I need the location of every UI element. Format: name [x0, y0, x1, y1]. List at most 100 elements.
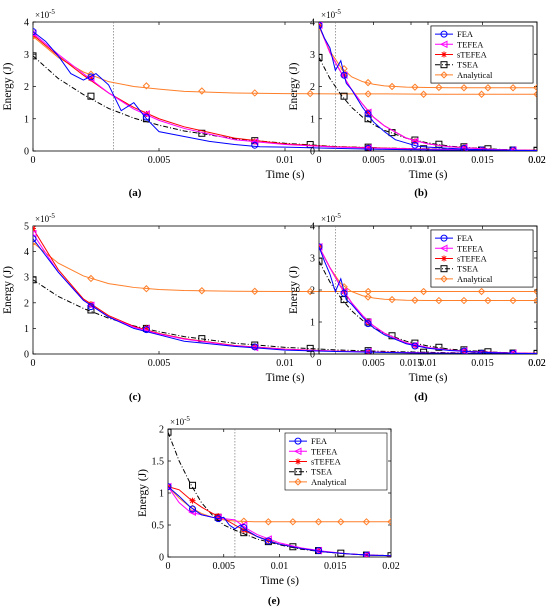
legend-entry-tsea: TSEA — [289, 467, 333, 477]
y-tick-label: 1 — [24, 324, 29, 335]
series-tefea — [168, 482, 391, 557]
data-point-fea — [509, 146, 517, 151]
data-point-fea — [364, 320, 372, 328]
x-tick-label: 0.015 — [471, 155, 494, 166]
legend-marker-analytical — [294, 478, 302, 486]
legend-label-stefea: sTEFEA — [311, 457, 342, 467]
data-point-analytical — [419, 90, 428, 98]
legend-label-analytical: Analytical — [311, 477, 347, 487]
legend-entry-tefea: TEFEA — [435, 243, 484, 253]
series-fea — [33, 28, 537, 151]
legend-label-tefea: TEFEA — [457, 243, 484, 253]
y-axis-label: Energy (J) — [2, 266, 14, 314]
data-point-analytical — [264, 518, 273, 526]
data-point-tefea — [250, 138, 259, 146]
legend-marker-analytical — [440, 71, 448, 79]
legend-label-tefea: TEFEA — [457, 39, 484, 49]
data-point-fea — [142, 113, 150, 121]
x-tick-label: 0.02 — [528, 155, 546, 166]
legend-label-tsea: TSEA — [311, 467, 333, 477]
data-point-fea — [340, 289, 348, 297]
data-point-tsea — [33, 52, 37, 60]
legend-label-tefea: TEFEA — [311, 446, 338, 456]
y-axis-label: Energy (J) — [288, 62, 300, 110]
panel-label: (d) — [414, 391, 428, 403]
legend-label-analytical: Analytical — [457, 274, 493, 284]
x-tick-label: 0.02 — [528, 358, 546, 369]
data-point-analytical — [484, 84, 492, 92]
x-axis-label: Time (s) — [266, 372, 305, 384]
data-point-analytical — [337, 518, 345, 526]
y-tick-label: 0 — [310, 350, 315, 361]
data-point-analytical — [509, 296, 517, 305]
x-tick-label: 0.01 — [276, 358, 294, 369]
series-line-fea — [319, 246, 537, 354]
data-point-fea — [460, 347, 468, 354]
legend-entry-analytical: Analytical — [289, 477, 347, 487]
data-point-fea — [364, 348, 372, 354]
y-tick-label: 2 — [159, 425, 164, 436]
series-line-fea — [33, 238, 537, 354]
y-axis-label: Energy (J) — [288, 266, 300, 314]
series-fea — [319, 243, 537, 354]
data-point-fea — [87, 303, 95, 311]
data-point-analytical — [460, 84, 468, 92]
legend-marker-stefea — [441, 255, 447, 262]
legend-entry-analytical: Analytical — [435, 274, 493, 284]
data-point-tefea — [188, 508, 197, 517]
data-point-analytical — [306, 287, 314, 296]
y-axis-label: Energy (J) — [137, 469, 149, 517]
data-point-fea — [315, 547, 323, 555]
legend-label-stefea: sTEFEA — [457, 254, 488, 264]
data-point-tsea — [435, 140, 443, 148]
y-tick-label: 0 — [24, 350, 29, 361]
data-point-analytical — [387, 518, 391, 526]
y-exponent: ×10-5 — [321, 8, 341, 20]
x-tick-label: 0 — [31, 155, 36, 166]
data-point-fea — [364, 144, 372, 151]
x-tick-label: 0.01 — [419, 155, 437, 166]
y-tick-label: 3 — [24, 50, 29, 61]
x-tick-label: 0.01 — [276, 155, 294, 166]
data-point-analytical — [435, 83, 443, 92]
legend-label-stefea: sTEFEA — [457, 50, 488, 60]
series-fea — [33, 235, 537, 354]
y-exponent: ×10-5 — [35, 8, 55, 20]
x-axis-label: Time (s) — [409, 372, 448, 384]
legend-label-tsea: TSEA — [457, 264, 479, 274]
data-point-tsea — [168, 429, 172, 436]
x-tick-label: 0 — [317, 155, 322, 166]
data-point-fea — [340, 71, 348, 79]
data-point-fea — [87, 73, 95, 81]
series-line-tefea — [168, 486, 391, 557]
y-tick-label: 4 — [24, 18, 29, 29]
x-tick-label: 0.015 — [400, 358, 423, 369]
y-tick-label: 0 — [310, 147, 315, 158]
y-tick-label: 2 — [310, 82, 315, 93]
y-tick-label: 0.5 — [152, 521, 165, 532]
panel-label: (e) — [268, 595, 281, 607]
data-point-stefea — [189, 497, 196, 504]
x-axis-label: Time (s) — [266, 169, 305, 181]
data-point-fea — [214, 515, 222, 523]
series-analytical — [33, 238, 537, 296]
data-point-tsea — [435, 343, 443, 351]
data-point-analytical — [364, 293, 372, 301]
data-point-analytical — [251, 287, 259, 295]
legend-marker-tsea — [440, 265, 448, 273]
y-exponent: ×10-5 — [170, 415, 190, 427]
data-point-fea — [264, 537, 272, 545]
y-tick-label: 2 — [24, 82, 29, 93]
series-fea — [319, 22, 537, 151]
data-point-fea — [509, 349, 517, 354]
x-tick-label: 0.02 — [528, 155, 546, 166]
legend-entry-fea: FEA — [289, 436, 328, 446]
data-point-analytical — [142, 82, 151, 90]
data-point-tefea — [33, 229, 37, 238]
legend-label-fea: FEA — [311, 436, 328, 446]
y-tick-label: 1 — [310, 318, 315, 329]
data-point-analytical — [435, 296, 443, 305]
